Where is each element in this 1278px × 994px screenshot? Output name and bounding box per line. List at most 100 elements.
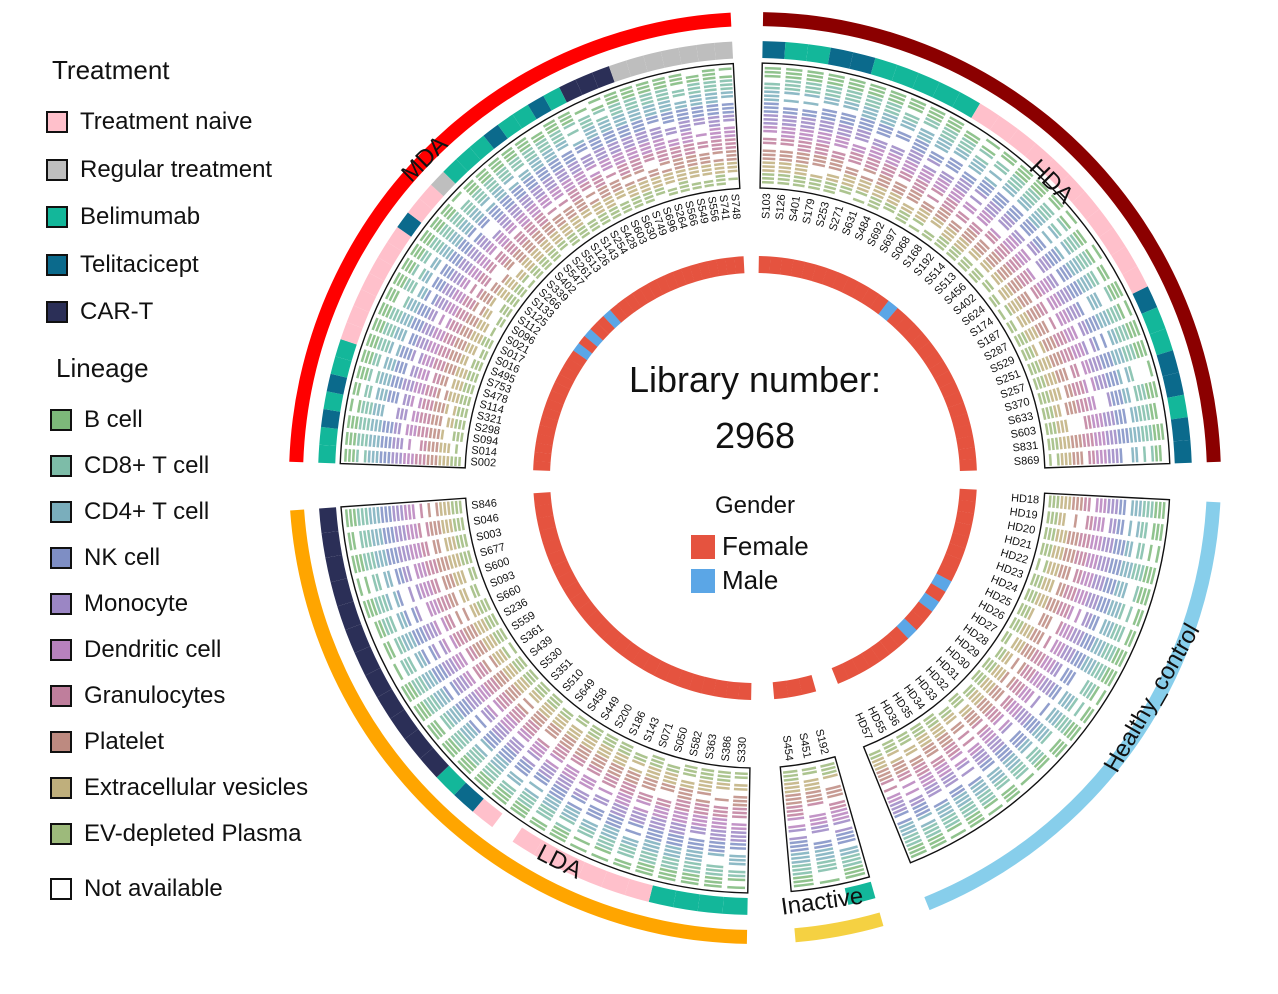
lineage-cell — [1110, 328, 1119, 344]
lineage-cell — [569, 215, 580, 223]
lineage-cell — [526, 203, 537, 213]
lineage-cell — [925, 784, 941, 795]
lineage-cell — [1059, 583, 1067, 597]
lineage-cell — [1153, 501, 1158, 519]
lineage-cell — [406, 348, 413, 361]
lineage-cell — [684, 146, 695, 152]
lineage-cell — [801, 116, 816, 122]
lineage-cell — [928, 154, 943, 164]
lineage-cell — [863, 106, 879, 114]
lineage-cell — [415, 335, 423, 348]
lineage-cell — [456, 517, 462, 532]
lineage-cell — [645, 115, 658, 121]
lineage-cell — [489, 677, 501, 690]
lineage-cell — [499, 216, 510, 227]
lineage-cell — [690, 825, 707, 831]
lineage-cell — [1078, 380, 1085, 395]
lineage-cell — [534, 740, 548, 752]
lineage-cell — [600, 161, 612, 169]
lineage-cell — [498, 648, 508, 661]
lineage-cell — [701, 68, 715, 73]
lineage-cell — [482, 350, 489, 361]
lineage-cell — [1072, 280, 1083, 295]
lineage-cell — [945, 251, 957, 262]
lineage-cell — [436, 539, 442, 554]
lineage-cell — [1067, 697, 1079, 712]
lineage-cell — [813, 839, 832, 846]
lineage-cell — [444, 348, 452, 359]
lineage-cell — [439, 375, 446, 386]
lineage-cell — [558, 198, 569, 207]
lineage-cell — [957, 261, 968, 272]
lineage-cell — [1063, 646, 1073, 661]
lineage-cell — [374, 551, 381, 568]
lineage-cell — [518, 193, 529, 204]
lineage-cell — [420, 305, 428, 317]
lineage-cell — [1020, 643, 1030, 656]
lineage-cell — [989, 711, 1002, 723]
lineage-cell — [482, 323, 490, 333]
lineage-cell — [629, 191, 640, 198]
lineage-cell — [388, 341, 395, 354]
lineage-cell — [1114, 649, 1125, 666]
lineage-cell — [642, 153, 654, 159]
lineage-cell — [1047, 527, 1052, 541]
lineage-cell — [468, 749, 483, 764]
legend-label-lineage: EV-depleted Plasma — [84, 820, 302, 847]
gender-cell — [851, 653, 871, 674]
lineage-cell — [888, 152, 902, 161]
lineage-cell — [711, 143, 723, 147]
lineage-cell — [514, 136, 527, 147]
lineage-cell — [469, 604, 478, 618]
lineage-cell — [1063, 695, 1076, 710]
group-ring-healthy_control — [924, 501, 1221, 911]
lineage-cell — [1066, 585, 1074, 600]
lineage-cell — [419, 337, 426, 349]
lineage-cell — [899, 170, 913, 179]
lineage-cell — [836, 833, 855, 841]
lineage-cell — [1032, 378, 1039, 391]
lineage-cell — [665, 130, 678, 136]
lineage-cell — [1036, 653, 1047, 667]
lineage-cell — [1035, 558, 1042, 571]
lineage-cell — [561, 118, 574, 127]
lineage-cell — [363, 367, 370, 381]
lineage-cell — [569, 191, 580, 200]
lineage-cell — [1047, 196, 1061, 211]
lineage-cell — [1139, 339, 1148, 357]
lineage-cell — [477, 272, 486, 283]
lineage-cell — [1061, 309, 1071, 323]
lineage-cell — [1097, 374, 1104, 390]
gender-cell — [955, 510, 975, 526]
lineage-cell — [592, 756, 606, 766]
lineage-cell — [880, 170, 894, 178]
lineage-cell — [443, 556, 451, 571]
lineage-cell — [906, 838, 923, 848]
lineage-cell — [522, 724, 535, 737]
lineage-cell — [959, 800, 975, 812]
lineage-cell — [972, 782, 987, 794]
lineage-cell — [1154, 545, 1161, 563]
lineage-cell — [366, 599, 375, 618]
gender-cell — [590, 322, 609, 341]
lineage-cell — [1025, 218, 1038, 232]
lineage-cell — [378, 550, 385, 568]
lineage-cell — [1000, 286, 1011, 299]
lineage-cell — [535, 191, 546, 200]
lineage-cell — [1089, 270, 1100, 286]
lineage-cell — [476, 620, 486, 634]
lineage-cell — [725, 145, 737, 150]
lineage-cell — [981, 760, 996, 772]
lineage-cell — [707, 111, 720, 116]
lineage-cell — [516, 233, 526, 243]
lineage-cell — [961, 706, 973, 718]
lineage-cell — [939, 206, 952, 217]
lineage-cell — [1084, 359, 1092, 374]
lineage-cell — [1088, 614, 1097, 630]
lineage-cell — [1043, 374, 1050, 387]
lineage-cell — [1010, 636, 1020, 649]
lineage-cell — [570, 794, 586, 805]
lineage-cell — [894, 216, 907, 225]
lineage-cell — [605, 137, 618, 145]
lineage-cell — [641, 149, 653, 156]
